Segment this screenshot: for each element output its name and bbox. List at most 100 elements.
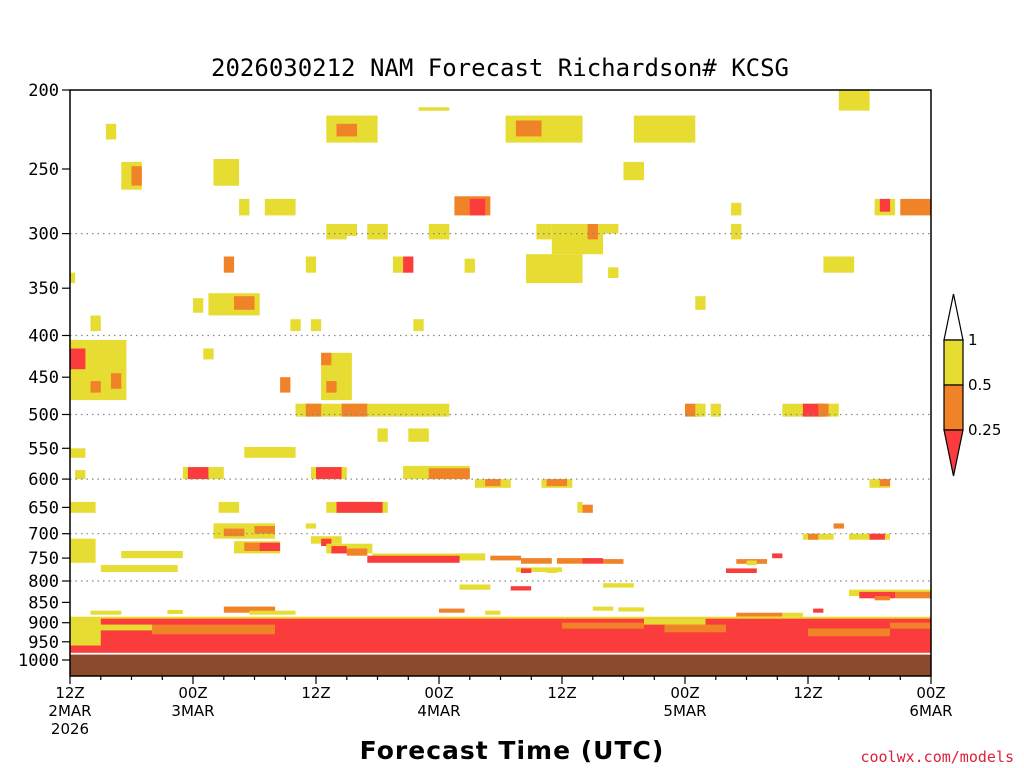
heatmap-cell	[305, 403, 322, 417]
colorbar-swatch	[943, 339, 964, 386]
heatmap-cell	[70, 448, 86, 458]
x-tick-label: 3MAR	[171, 702, 214, 720]
terrain-layer	[70, 654, 931, 676]
colorbar-label: 0.25	[968, 421, 1001, 439]
heatmap-cell	[874, 596, 890, 601]
heatmap-cell	[603, 583, 634, 588]
heatmap-cell	[326, 381, 337, 393]
heatmap-cell	[833, 523, 844, 529]
heatmap-cell	[331, 546, 347, 554]
heatmap-cell	[808, 628, 890, 637]
y-tick-label: 650	[28, 498, 59, 518]
heatmap-cell	[644, 618, 706, 625]
terrain-band	[70, 654, 931, 676]
heatmap-cells	[70, 90, 932, 653]
heatmap-cell	[249, 610, 296, 615]
x-tick-label: 2MAR	[48, 702, 91, 720]
heatmap-cell	[869, 533, 885, 540]
x-tick-label: 00Z	[424, 684, 453, 702]
heatmap-cell	[90, 381, 101, 393]
heatmap-cell	[341, 403, 368, 417]
colorbar-label: 1	[968, 331, 978, 349]
y-tick-label: 1000	[18, 651, 59, 671]
heatmap-cell	[105, 123, 117, 140]
heatmap-cell	[879, 198, 891, 212]
y-tick-label: 200	[28, 81, 59, 101]
x-tick-label: 00Z	[916, 684, 945, 702]
x-axis-title: Forecast Time (UTC)	[360, 736, 665, 765]
heatmap-cell	[802, 403, 824, 417]
heatmap-cell	[408, 428, 429, 442]
heatmap-cell	[603, 224, 619, 234]
heatmap-cell	[316, 467, 342, 480]
heatmap-cell	[618, 607, 644, 612]
heatmap-cell	[121, 567, 142, 572]
grid-lines	[70, 233, 931, 582]
heatmap-cell	[218, 501, 240, 513]
heatmap-cell	[239, 198, 250, 216]
heatmap-cell	[772, 553, 783, 559]
heatmap-cell	[264, 198, 296, 216]
colorbar-bottom-triangle	[943, 429, 964, 477]
heatmap-cell	[526, 254, 583, 284]
heatmap-cell	[464, 258, 475, 273]
x-tick-label: 12Z	[547, 684, 576, 702]
heatmap-cell	[823, 256, 855, 273]
heatmap-cell	[80, 624, 153, 631]
heatmap-cell	[439, 608, 465, 613]
x-tick-label: 00Z	[670, 684, 699, 702]
heatmap-cell	[223, 606, 276, 613]
heatmap-cell	[70, 272, 76, 284]
heatmap-cell	[428, 224, 450, 240]
x-tick-label: 2026	[51, 720, 89, 738]
heatmap-cell	[223, 528, 245, 537]
heatmap-cell	[859, 591, 896, 599]
heatmap-cell	[746, 560, 757, 566]
heatmap-cell	[782, 612, 803, 617]
heatmap-cell	[890, 622, 931, 629]
x-tick-label: 4MAR	[417, 702, 460, 720]
heatmap-cell	[485, 479, 501, 487]
y-tick-label: 900	[28, 614, 59, 634]
heatmap-cell	[321, 352, 332, 366]
heatmap-cell	[244, 447, 296, 458]
heatmap-cell	[367, 224, 388, 240]
heatmap-cell	[336, 501, 383, 513]
heatmap-cell	[592, 606, 614, 611]
heatmap-cell	[377, 428, 388, 442]
heatmap-cell	[90, 315, 101, 332]
heatmap-cell	[838, 90, 870, 111]
x-tick-label: 12Z	[793, 684, 822, 702]
heatmap-cell	[818, 403, 829, 417]
heatmap-cell	[305, 523, 317, 529]
heatmap-cell	[510, 586, 532, 591]
x-tick-label: 00Z	[178, 684, 207, 702]
heatmap-cell	[295, 403, 450, 417]
heatmap-cell	[469, 198, 486, 216]
colorbar-label: 0.5	[968, 376, 992, 394]
heatmap-cell	[70, 501, 96, 513]
heatmap-cell	[633, 115, 696, 143]
heatmap-cell	[234, 296, 255, 310]
heatmap-cell	[608, 267, 619, 278]
y-tick-label: 850	[28, 593, 59, 613]
heatmap-cell	[726, 568, 757, 573]
heatmap-cell	[213, 159, 240, 186]
heatmap-cell	[290, 319, 301, 332]
heatmap-cell	[75, 470, 86, 480]
heatmap-cell	[623, 161, 644, 181]
heatmap-cell	[695, 403, 706, 417]
heatmap-cell	[695, 296, 706, 310]
heatmap-cell	[521, 568, 532, 573]
x-tick-label: 12Z	[55, 684, 84, 702]
heatmap-cell	[813, 608, 824, 613]
heatmap-cell	[710, 403, 721, 417]
heatmap-cell	[280, 377, 291, 393]
heatmap-cell	[152, 624, 275, 635]
heatmap-cell	[259, 542, 281, 551]
heatmap-cell	[485, 610, 501, 615]
heatmap-cell	[254, 620, 357, 633]
y-tick-label: 300	[28, 225, 59, 245]
y-tick-label: 350	[28, 279, 59, 299]
heatmap-cell	[546, 568, 557, 573]
